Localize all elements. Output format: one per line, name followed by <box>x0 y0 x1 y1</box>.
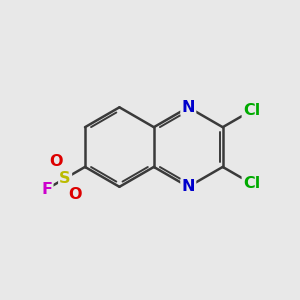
Text: Cl: Cl <box>243 176 260 191</box>
Text: N: N <box>182 100 195 115</box>
Text: N: N <box>182 179 195 194</box>
Text: Cl: Cl <box>243 103 260 118</box>
Text: F: F <box>41 182 52 196</box>
Text: O: O <box>49 154 62 169</box>
Text: O: O <box>68 188 81 202</box>
Text: S: S <box>59 171 71 186</box>
